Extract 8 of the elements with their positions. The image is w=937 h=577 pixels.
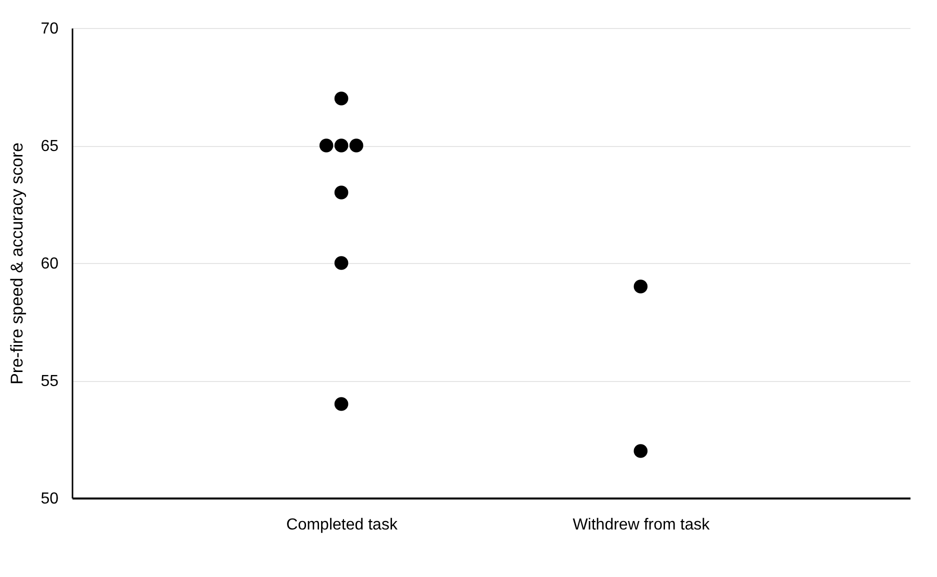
- y-tick-label: 70: [40, 20, 59, 38]
- y-tick-label: 60: [40, 256, 59, 272]
- y-tick-label: 65: [40, 138, 59, 155]
- y-tick-label: 50: [40, 490, 59, 508]
- y-tick-label: 55: [40, 373, 59, 390]
- x-tick-label: Withdrew from task: [572, 516, 711, 534]
- y-axis-title: Pre-fire speed & accuracy score: [8, 142, 27, 384]
- x-tick-label: Completed task: [286, 516, 398, 534]
